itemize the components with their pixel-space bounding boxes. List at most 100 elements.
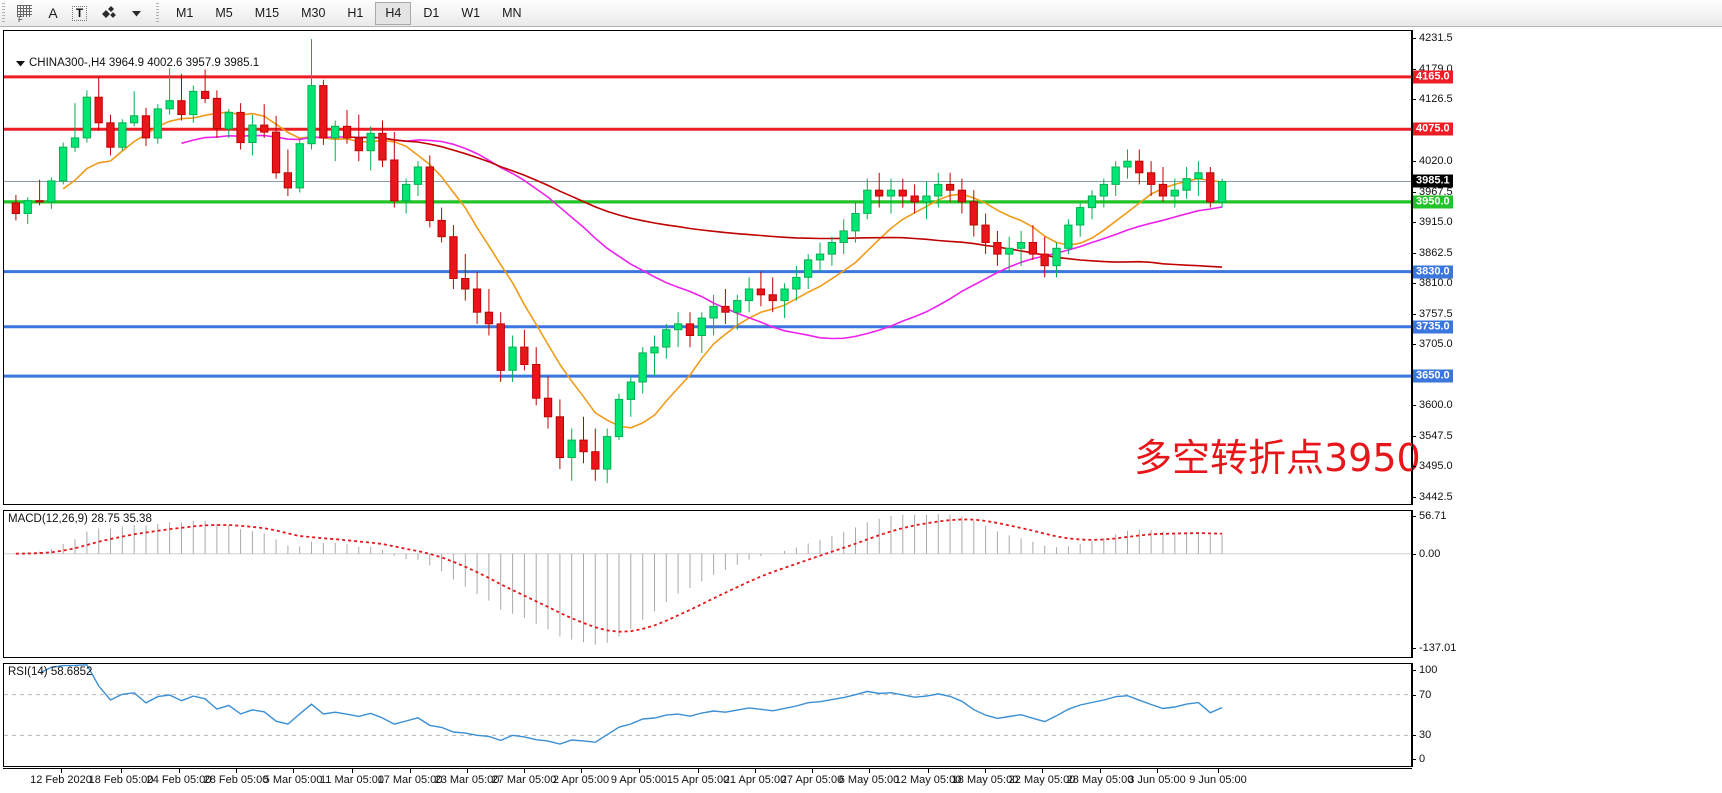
timeframe-label: D1: [423, 6, 440, 20]
date-axis-label: 23 Mar 05:00: [434, 774, 500, 786]
macd-tick-value: 0.00: [1419, 547, 1441, 560]
objects-icon[interactable]: [94, 2, 122, 25]
macd-tick-label: 0.00: [1412, 548, 1440, 560]
macd-indicator-panel[interactable]: MACD(12,26,9) 28.75 35.38: [3, 510, 1412, 658]
rsi-tick-value: 70: [1419, 688, 1432, 701]
rsi-panel-header: RSI(14) 58.6852: [8, 666, 93, 678]
grid-icon[interactable]: F: [12, 2, 39, 25]
price-level-chip-pivot[interactable]: 3950.0: [1413, 195, 1453, 209]
price-tick-label: 3705.0: [1412, 338, 1453, 350]
chevron-down-glyph: [131, 10, 141, 16]
timeframe-button-mn[interactable]: MN: [492, 2, 531, 25]
price-tick-label: 3757.5: [1412, 308, 1453, 320]
price-tick-value: 3600.0: [1419, 399, 1453, 412]
timeframe-button-m1[interactable]: M1: [166, 2, 203, 25]
price-tick-label: 4231.5: [1412, 32, 1453, 44]
price-tick-value: 3967.5: [1419, 185, 1453, 198]
date-axis-label: 3 Jun 05:00: [1128, 774, 1186, 786]
text-A-icon[interactable]: A: [41, 2, 65, 25]
price-chart-panel[interactable]: 多空转折点3950: [3, 30, 1421, 505]
date-axis-label: 6 May 05:00: [838, 774, 900, 786]
toolbar-drag-handle-1[interactable]: [2, 2, 9, 24]
timeframe-button-h4[interactable]: H4: [375, 1, 412, 25]
price-level-chip-support[interactable]: 3830.0: [1413, 265, 1453, 279]
macd-tick-value: 56.71: [1419, 510, 1447, 522]
timeframe-group: M1 M5 M15 M30 H1 H4 D1 W1 MN: [165, 1, 533, 25]
price-level-chip-last-price[interactable]: 3985.1: [1413, 174, 1453, 188]
timeframe-label: H1: [347, 6, 364, 20]
price-tick-label: 3810.0: [1412, 277, 1453, 289]
date-axis-label: 24 Feb 05:00: [146, 774, 212, 786]
price-tick-value: 3547.5: [1419, 429, 1453, 442]
price-tick-label: 4020.0: [1412, 155, 1453, 167]
timeframe-label: M5: [215, 6, 233, 20]
price-level-chip-support[interactable]: 3735.0: [1413, 320, 1453, 334]
collapse-chevron-icon[interactable]: [16, 59, 25, 68]
date-axis-tick: [581, 769, 582, 773]
price-level-value: 4075.0: [1416, 122, 1450, 135]
price-tick-value: 3495.0: [1419, 460, 1453, 473]
date-axis-tick: [1157, 769, 1158, 773]
timeframe-label: MN: [502, 6, 522, 20]
date-axis-tick: [61, 769, 62, 773]
price-tick-value: 4231.5: [1419, 32, 1453, 45]
date-axis-tick: [1042, 769, 1043, 773]
date-axis-label: 12 May 05:00: [894, 774, 962, 786]
date-axis-label: 28 Feb 05:00: [203, 774, 269, 786]
rsi-tick-label: 0: [1412, 753, 1425, 765]
price-level-value: 3985.1: [1416, 174, 1450, 187]
rsi-chart-canvas: [4, 664, 1411, 745]
date-axis-tick: [1100, 769, 1101, 773]
date-axis-label: 27 Mar 05:00: [491, 774, 557, 786]
chart-area: 多空转折点3950 CHINA300-,H4 3964.9 4002.6 395…: [0, 27, 1722, 793]
rsi-tick-label: 70: [1412, 689, 1431, 701]
price-tick-label: 3915.0: [1412, 216, 1453, 228]
date-axis-label: 11 Mar 05:00: [319, 774, 385, 786]
price-level-chip-support[interactable]: 3650.0: [1413, 369, 1453, 383]
chart-toolbar: F A T M1 M5 M15 M30 H1 H4 D1 W1 MN: [0, 0, 1722, 27]
rsi-axis-line: [1412, 663, 1413, 767]
macd-axis[interactable]: 56.71 0.00 -137.01: [1412, 510, 1720, 658]
price-level-value: 3950.0: [1416, 195, 1450, 208]
price-tick-value: 4126.5: [1419, 93, 1453, 106]
price-panel-header: CHINA300-,H4 3964.9 4002.6 3957.9 3985.1: [16, 57, 259, 69]
timeframe-button-h1[interactable]: H1: [337, 2, 373, 25]
date-axis[interactable]: 12 Feb 2020 18 Feb 05:00 24 Feb 05:00 28 Fe…: [3, 768, 1412, 792]
price-level-chip-resistance[interactable]: 4165.0: [1413, 70, 1453, 84]
toolbar-drag-handle-2[interactable]: [156, 2, 163, 24]
price-tick-value: 3810.0: [1419, 277, 1453, 290]
date-axis-tick: [293, 769, 294, 773]
text-label-icon[interactable]: T: [67, 2, 92, 25]
rsi-axis[interactable]: 100 70 30 0: [1412, 663, 1720, 767]
timeframe-label: M15: [254, 6, 280, 20]
timeframe-label: M30: [301, 6, 326, 20]
rsi-tick-value: 30: [1419, 729, 1432, 742]
timeframe-button-m15[interactable]: M15: [245, 2, 289, 25]
macd-tick-label: 56.71: [1412, 510, 1447, 522]
objects-shapes-icon: [102, 6, 116, 18]
timeframe-label: W1: [461, 6, 481, 20]
price-level-value: 3830.0: [1416, 265, 1450, 278]
rsi-tick-label: 100: [1412, 664, 1437, 676]
date-axis-label: 2 Apr 05:00: [552, 774, 610, 786]
rsi-indicator-panel[interactable]: RSI(14) 58.6852: [3, 663, 1412, 767]
timeframe-button-w1[interactable]: W1: [451, 2, 490, 25]
price-tick-value: 3705.0: [1419, 338, 1453, 351]
chart-annotation-text: 多空转折点3950: [1134, 436, 1421, 480]
chevron-down-icon[interactable]: [124, 2, 148, 25]
macd-tick-value: -137.01: [1419, 642, 1457, 655]
price-axis[interactable]: 4231.5 4179.0 4126.5 4020.0 3967.5 3915.0 3862…: [1412, 30, 1720, 505]
date-axis-label: 5 Mar 05:00: [263, 774, 323, 786]
price-tick-value: 3757.5: [1419, 307, 1453, 320]
date-axis-label: 9 Jun 05:00: [1189, 774, 1247, 786]
date-axis-tick: [928, 769, 929, 773]
timeframe-button-m30[interactable]: M30: [291, 2, 335, 25]
timeframe-button-d1[interactable]: D1: [413, 2, 449, 25]
timeframe-button-m5[interactable]: M5: [205, 2, 242, 25]
price-tick-value: 4020.0: [1419, 155, 1453, 168]
date-axis-label: 12 Feb 2020: [30, 774, 92, 786]
rsi-tick-label: 30: [1412, 729, 1431, 741]
price-level-chip-resistance[interactable]: 4075.0: [1413, 122, 1453, 136]
date-axis-label: 22 May 05:00: [1008, 774, 1076, 786]
